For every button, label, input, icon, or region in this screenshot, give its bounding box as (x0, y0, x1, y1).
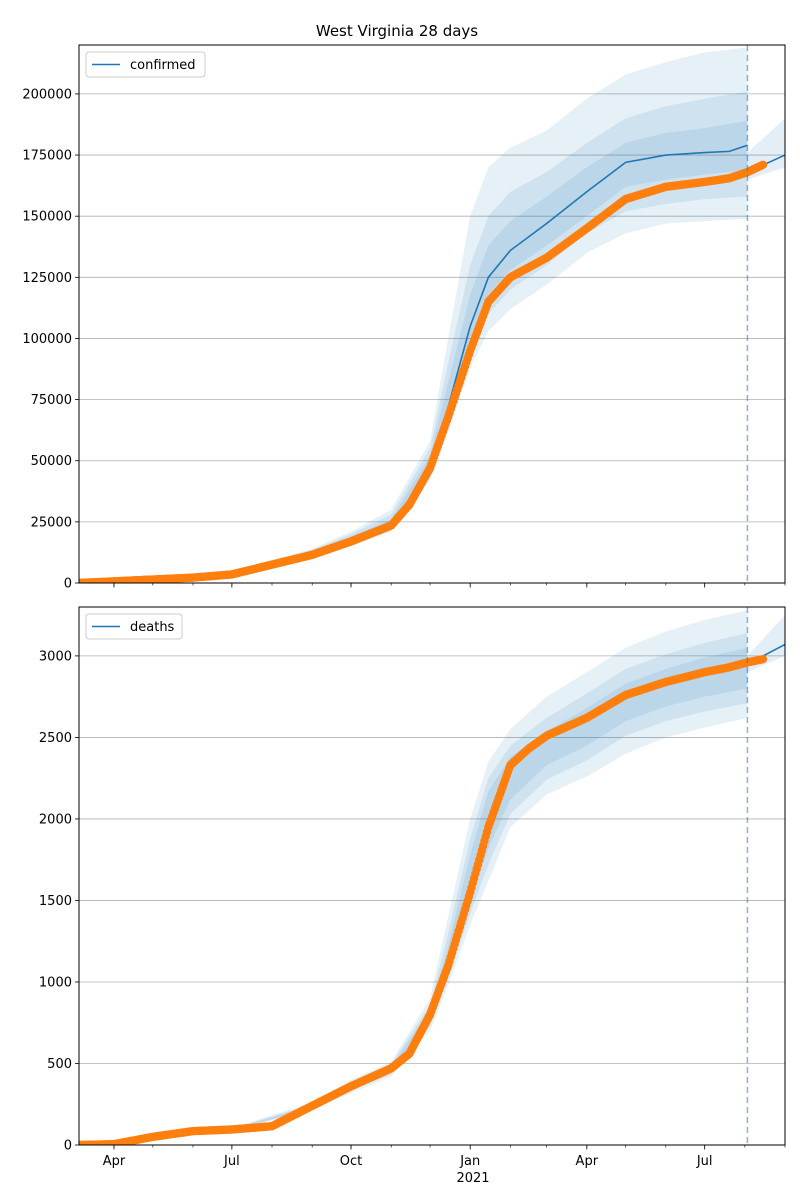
deaths-x-ticks: Apr Jul Oct Jan Apr Jul (103, 1145, 786, 1169)
deaths-axes-frame (78, 606, 786, 1146)
deaths-legend: deaths (85, 613, 183, 640)
confirmed-observed-points (79, 160, 768, 583)
confirmed-uncertainty-bands (79, 47, 785, 583)
deaths-observed-points (79, 654, 768, 1145)
deaths-band-1 (79, 610, 748, 1145)
x-year-label: 2021 (456, 1171, 489, 1186)
deaths-band-2 (79, 633, 748, 1145)
confirmed-y-ticks: 0 25000 50000 75000 100000 125000 150000 175000… (22, 87, 79, 592)
deaths-y-tick-label: 0 (64, 1139, 72, 1154)
confirmed-x-ticks (113, 583, 786, 588)
confirmed-legend: confirmed (85, 51, 206, 78)
deaths-y-tick-label: 2500 (39, 731, 72, 746)
confirmed-y-tick-label: 100000 (22, 332, 72, 347)
deaths-uncertainty-bands (79, 610, 785, 1145)
deaths-observed-point (758, 654, 768, 664)
confirmed-legend-label: confirmed (130, 58, 196, 73)
confirmed-y-tick-label: 150000 (22, 210, 72, 225)
confirmed-y-tick-label: 125000 (22, 271, 72, 286)
confirmed-y-tick-label: 200000 (22, 87, 72, 102)
x-tick-label: Jul (696, 1154, 713, 1169)
confirmed-y-tick-label: 75000 (31, 393, 72, 408)
deaths-y-tick-label: 1500 (39, 894, 72, 909)
confirmed-y-tick-label: 25000 (31, 515, 72, 530)
deaths-legend-label: deaths (130, 620, 175, 635)
deaths-y-tick-label: 500 (47, 1057, 72, 1072)
confirmed-gridlines (79, 93, 785, 584)
confirmed-band-1 (79, 47, 748, 583)
confirmed-panel: 0 25000 50000 75000 100000 125000 150000 175000… (22, 44, 786, 592)
deaths-y-tick-label: 1000 (39, 975, 72, 990)
confirmed-y-tick-label: 175000 (22, 149, 72, 164)
chart-title: West Virginia 28 days (316, 22, 478, 40)
deaths-y-ticks: 0 500 1000 1500 2000 2500 3000 (39, 649, 79, 1154)
x-tick-label: Jul (223, 1154, 240, 1169)
deaths-band-3 (79, 647, 748, 1145)
x-tick-label: Apr (103, 1154, 126, 1169)
deaths-y-tick-label: 2000 (39, 812, 72, 827)
confirmed-band-2 (79, 91, 748, 583)
x-tick-label: Jan (459, 1154, 480, 1169)
confirmed-y-tick-label: 50000 (31, 454, 72, 469)
confirmed-observed-point (758, 160, 768, 170)
confirmed-y-tick-label: 0 (64, 577, 72, 592)
deaths-y-tick-label: 3000 (39, 649, 72, 664)
x-tick-label: Apr (576, 1154, 599, 1169)
x-tick-label: Oct (340, 1154, 362, 1169)
confirmed-axes-frame (78, 44, 786, 584)
